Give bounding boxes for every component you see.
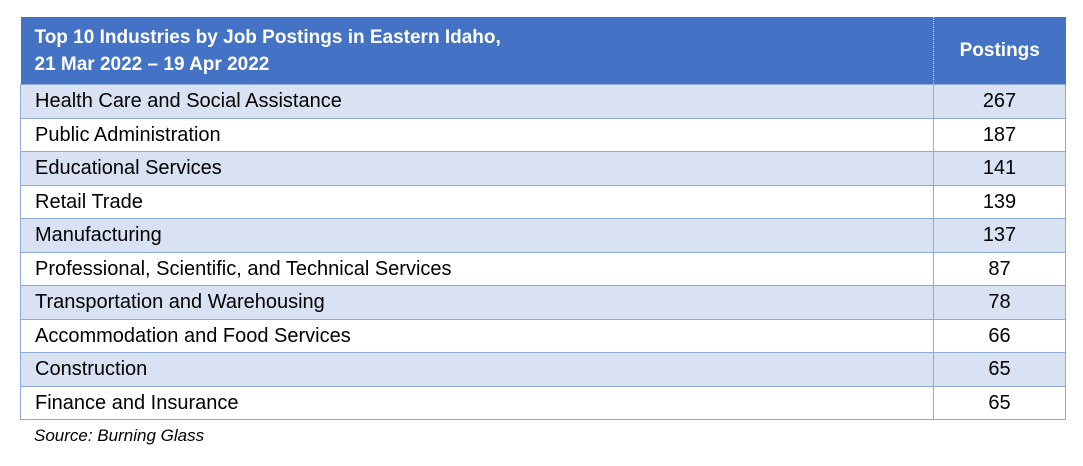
industry-cell: Retail Trade (20, 184, 934, 219)
postings-cell: 78 (933, 285, 1066, 320)
source-note: Source: Burning Glass (34, 426, 205, 445)
header-row: Top 10 Industries by Job Postings in Eas… (20, 17, 1066, 85)
table-row: Health Care and Social Assistance 267 (20, 84, 1066, 119)
postings-cell: 187 (933, 117, 1066, 152)
postings-cell: 137 (933, 218, 1066, 253)
table-row: Finance and Insurance 65 (20, 385, 1066, 420)
table-title: Top 10 Industries by Job Postings in Eas… (20, 17, 934, 85)
postings-cell: 141 (933, 151, 1066, 186)
industries-table: Top 10 Industries by Job Postings in Eas… (20, 17, 1066, 420)
industry-cell: Professional, Scientific, and Technical … (20, 251, 934, 286)
industry-cell: Health Care and Social Assistance (20, 84, 934, 119)
postings-cell: 267 (933, 84, 1066, 119)
industry-cell: Construction (20, 352, 934, 387)
table-row: Professional, Scientific, and Technical … (20, 251, 1066, 286)
industry-cell: Accommodation and Food Services (20, 318, 934, 353)
table-row: Educational Services 141 (20, 151, 1066, 186)
postings-cell: 65 (933, 352, 1066, 387)
industry-cell: Public Administration (20, 117, 934, 152)
industry-cell: Educational Services (20, 151, 934, 186)
postings-cell: 66 (933, 318, 1066, 353)
table-row: Accommodation and Food Services 66 (20, 318, 1066, 353)
table-row: Manufacturing 137 (20, 218, 1066, 253)
postings-header: Postings (933, 17, 1066, 85)
table-row: Public Administration 187 (20, 117, 1066, 152)
postings-cell: 65 (933, 385, 1066, 420)
table-row: Retail Trade 139 (20, 184, 1066, 219)
industry-cell: Finance and Insurance (20, 385, 934, 420)
postings-cell: 139 (933, 184, 1066, 219)
industry-cell: Transportation and Warehousing (20, 285, 934, 320)
postings-cell: 87 (933, 251, 1066, 286)
table-row: Construction 65 (20, 352, 1066, 387)
table-row: Transportation and Warehousing 78 (20, 285, 1066, 320)
industry-cell: Manufacturing (20, 218, 934, 253)
